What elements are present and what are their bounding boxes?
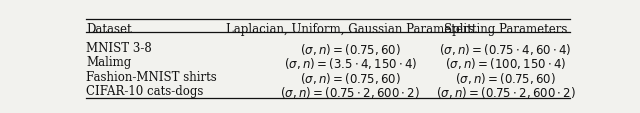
Text: $(\sigma, n) = (0.75 \cdot 2, 600 \cdot 2)$: $(\sigma, n) = (0.75 \cdot 2, 600 \cdot … bbox=[280, 85, 420, 99]
Text: Laplacian, Uniform, Gaussian Parameters: Laplacian, Uniform, Gaussian Parameters bbox=[226, 23, 475, 36]
Text: $(\sigma, n) = (0.75, 60)$: $(\sigma, n) = (0.75, 60)$ bbox=[300, 70, 401, 85]
Text: $(\sigma, n) = (3.5 \cdot 4, 150 \cdot 4)$: $(\sigma, n) = (3.5 \cdot 4, 150 \cdot 4… bbox=[284, 56, 417, 71]
Text: $(\sigma, n) = (0.75, 60)$: $(\sigma, n) = (0.75, 60)$ bbox=[300, 41, 401, 56]
Text: $(\sigma, n) = (0.75 \cdot 4, 60 \cdot 4)$: $(\sigma, n) = (0.75 \cdot 4, 60 \cdot 4… bbox=[439, 41, 572, 56]
Text: Splitting Parameters: Splitting Parameters bbox=[444, 23, 567, 36]
Text: $(\sigma, n) = (0.75 \cdot 2, 600 \cdot 2)$: $(\sigma, n) = (0.75 \cdot 2, 600 \cdot … bbox=[436, 85, 575, 99]
Text: Malimg: Malimg bbox=[86, 56, 131, 69]
Text: $(\sigma, n) = (0.75, 60)$: $(\sigma, n) = (0.75, 60)$ bbox=[455, 70, 556, 85]
Text: CIFAR-10 cats-dogs: CIFAR-10 cats-dogs bbox=[86, 85, 204, 97]
Text: MNIST 3-8: MNIST 3-8 bbox=[86, 41, 152, 54]
Text: Dataset: Dataset bbox=[86, 23, 132, 36]
Text: $(\sigma, n) = (100, 150 \cdot 4)$: $(\sigma, n) = (100, 150 \cdot 4)$ bbox=[445, 56, 566, 71]
Text: Fashion-MNIST shirts: Fashion-MNIST shirts bbox=[86, 70, 217, 83]
